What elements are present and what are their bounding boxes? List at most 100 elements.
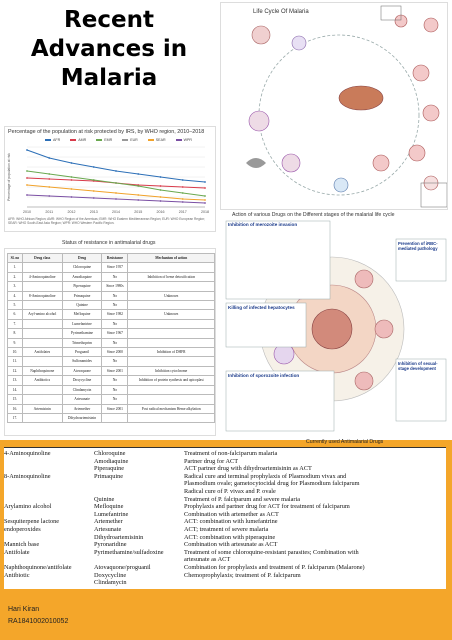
drugs-table: 4-Aminoquinoline Chloroquine Treatment of … xyxy=(4,447,446,589)
x-tick-label: 2015 xyxy=(134,210,142,214)
table-cell: No xyxy=(101,384,129,396)
table-cell: Naphthoquinone xyxy=(21,365,63,377)
data-point xyxy=(70,188,73,190)
drug-name: Primaquine xyxy=(94,472,124,480)
table-cell xyxy=(21,337,63,349)
data-point xyxy=(70,179,73,181)
table-cell: 4. xyxy=(7,290,23,302)
drug-use: Partner drug for ACT xyxy=(184,457,239,465)
x-tick-label: 2010 xyxy=(23,210,31,214)
data-point xyxy=(48,157,51,159)
drugs-title: Currently used Antimalarial Drugs xyxy=(306,439,384,445)
col-header: Mechanism of action xyxy=(127,252,215,264)
table-cell xyxy=(127,328,215,339)
data-point xyxy=(70,196,73,198)
table-cell: 13. xyxy=(7,375,23,386)
life-cycle-panel: Life Cycle Of Malaria xyxy=(220,2,448,210)
table-row: 5. Quinine No xyxy=(7,300,215,311)
table-header-row: Sl. no Drug class Drug Resistance Mechan… xyxy=(7,252,215,264)
drug-name: Dihydroartemisinin xyxy=(94,533,144,541)
drug-row: Naphthoquinone/antifolate Atovaquone/prog… xyxy=(4,564,446,572)
drug-row: Radical cure of P. vivax and P. ovale xyxy=(4,488,446,496)
drug-class: Mannich base xyxy=(4,541,40,549)
data-point xyxy=(92,190,95,192)
table-row: 11. Sulfonamides No xyxy=(7,356,215,367)
legend-swatch xyxy=(122,139,129,141)
data-point xyxy=(159,176,162,178)
legend-item: SEAR xyxy=(147,138,166,142)
table-cell: 15. xyxy=(7,394,23,405)
drug-name: Clindamycin xyxy=(94,579,127,587)
box-irbc: Prevention of iRBC-mediated pathology xyxy=(398,241,438,251)
table-cell: Antibiotics xyxy=(21,375,63,386)
drug-use: artesunate as ACT xyxy=(184,556,231,564)
drug-row: Arylamino alcohol Mefloquine Prophylaxis a… xyxy=(4,503,446,511)
table-row: 3. Piperaquine Since 1980s xyxy=(7,281,215,292)
data-point xyxy=(181,179,184,181)
box-sexual-stage: Inhibition of sexual-stage development xyxy=(398,361,438,371)
data-point xyxy=(48,173,51,175)
table-cell xyxy=(21,281,63,292)
drug-action-diagram xyxy=(225,220,447,432)
table-cell: 9. xyxy=(7,337,23,349)
drug-name: Lumefantrine xyxy=(94,510,129,518)
table-cell: Post radical mechanism Heme alkylation xyxy=(127,403,215,414)
table-cell: Since 1957 xyxy=(101,262,129,273)
table-cell xyxy=(127,412,215,424)
data-point xyxy=(181,198,184,200)
table-cell: Primaquine xyxy=(61,290,103,302)
table-cell xyxy=(101,412,129,424)
table-cell: 16. xyxy=(7,403,23,414)
author-name: Hari Kiran xyxy=(8,606,40,613)
drug-class: Antibiotic xyxy=(4,571,30,579)
drug-use: Radical cure of P. vivax and P. ovale xyxy=(184,487,276,495)
title-line-1: Recent xyxy=(64,7,154,33)
drug-name: Atovaquone/proguanil xyxy=(94,563,151,571)
data-point xyxy=(159,189,162,191)
table-cell: 4-Aminoquinoline xyxy=(21,271,63,283)
table-cell xyxy=(21,262,63,273)
drug-class: 4-Aminoquinoline xyxy=(4,450,51,457)
table-cell: 6. xyxy=(7,309,23,320)
table-row: 4. 8-Aminoquinoline Primaquine No Unknown xyxy=(7,290,215,302)
table-cell: Atovaquone xyxy=(61,365,103,377)
table-cell: No xyxy=(101,375,129,386)
table-cell: Artemether xyxy=(61,403,103,414)
drug-row: Sesquiterpene lactone Artemether ACT: comb… xyxy=(4,518,446,526)
data-point xyxy=(159,185,162,187)
drug-class: Arylamino alcohol xyxy=(4,503,52,511)
table-cell xyxy=(127,300,215,311)
data-point xyxy=(137,185,140,187)
data-point xyxy=(26,184,28,186)
table-row: 10. Antifolates Proguanil Since 2000 Inhibit… xyxy=(7,347,215,358)
table-row: 17. Dihydroartemisinin xyxy=(7,412,215,424)
table-cell: Mefloquine xyxy=(61,309,103,320)
drug-name xyxy=(94,556,184,564)
table-cell: Since 2000 xyxy=(101,347,129,358)
drug-name: Chloroquine xyxy=(94,450,126,457)
table-cell: 10. xyxy=(7,347,23,358)
drug-class: Antifolate xyxy=(4,548,30,556)
table-cell: Doxycycline xyxy=(61,375,103,386)
data-point xyxy=(26,194,28,196)
table-cell: Inhibition of heme detoxification xyxy=(127,271,215,283)
table-row: 12. Naphthoquinone Atovaquone Since 2001 Inh… xyxy=(7,365,215,377)
table-cell: Proguanil xyxy=(61,347,103,358)
drug-class: Naphthoquinone/antifolate xyxy=(4,563,72,571)
x-tick-label: 2013 xyxy=(90,210,98,214)
table-cell: Piperaquine xyxy=(61,281,103,292)
data-point xyxy=(137,173,140,175)
table-cell: 17. xyxy=(7,412,23,424)
drug-use: Prophylaxis and partner drug for ACT for… xyxy=(184,503,350,511)
table-cell: Aryl-amino alcohol xyxy=(21,309,63,320)
drug-row: Mannich base Pyronaridine Combination with… xyxy=(4,541,446,549)
data-point xyxy=(26,170,28,172)
table-row: 7. Lumefantrine No xyxy=(7,318,215,330)
data-point xyxy=(181,186,184,188)
data-point xyxy=(70,162,73,164)
data-point xyxy=(204,202,206,204)
drug-use: ACT: combination with lumefantrine xyxy=(184,518,278,526)
table-cell xyxy=(127,337,215,349)
drug-name: Artemether xyxy=(94,518,123,526)
table-cell: 3. xyxy=(7,281,23,292)
